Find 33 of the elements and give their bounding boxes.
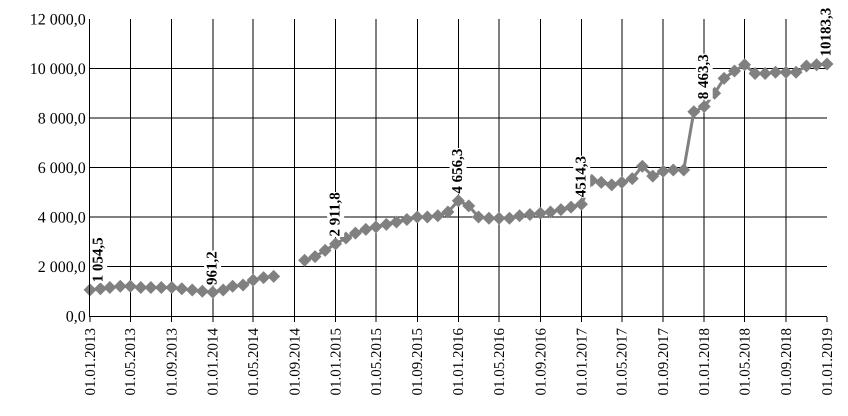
x-tick-label: 01.09.2018: [778, 328, 795, 396]
x-tick-label: 01.09.2017: [656, 328, 672, 396]
x-tick-label: 01.01.2017: [574, 328, 590, 396]
x-tick-label: 01.01.2014: [206, 328, 222, 396]
x-tick-label: 01.01.2013: [82, 328, 99, 396]
data-label: 1 054,5: [90, 237, 107, 282]
y-tick-label: 2 000,0: [38, 259, 86, 276]
y-tick-label: 0,0: [66, 308, 86, 326]
x-tick-label: 01.01.2018: [697, 328, 714, 396]
y-tick-label: 4 000,0: [38, 210, 86, 227]
data-label: 4514,3: [574, 156, 590, 198]
x-tick-label: 01.09.2015: [410, 328, 426, 396]
x-tick-label: 01.05.2013: [123, 328, 140, 396]
data-label: 4 656,3: [450, 148, 466, 194]
y-tick-label: 8 000,0: [38, 110, 86, 128]
x-tick-label: 01.09.2016: [533, 328, 550, 396]
x-tick-label: 01.01.2016: [451, 328, 468, 396]
x-tick-label: 01.01.2015: [328, 328, 344, 396]
x-tick-label: 01.09.2013: [164, 328, 181, 396]
y-tick-label: 12 000,0: [30, 12, 86, 29]
x-tick-label: 01.05.2017: [614, 328, 631, 396]
y-tick-label: 10 000,0: [30, 61, 86, 78]
x-tick-label: 01.05.2018: [737, 328, 754, 396]
x-tick-label: 01.05.2014: [246, 328, 262, 396]
x-tick-label: 01.05.2016: [492, 328, 508, 396]
data-label: 10183,3: [818, 8, 835, 56]
x-tick-label: 01.01.2019: [820, 328, 836, 396]
data-label: 2 911,8: [328, 192, 344, 236]
data-label: 8 463,3: [696, 54, 712, 100]
x-tick-label: 01.09.2014: [287, 328, 304, 396]
y-tick-label: 6 000,0: [38, 160, 86, 178]
data-label: 961,2: [204, 251, 221, 285]
x-tick-label: 01.05.2015: [368, 328, 385, 396]
